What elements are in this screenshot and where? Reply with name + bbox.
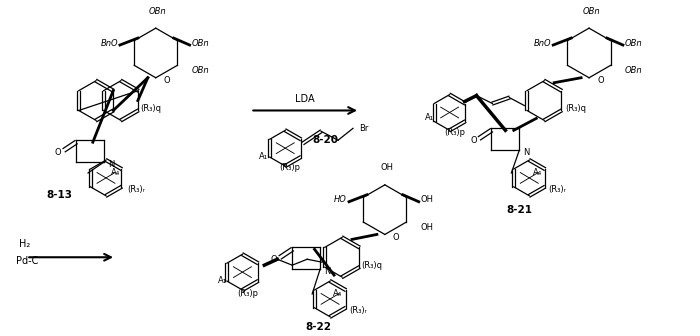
Text: O: O xyxy=(470,136,477,145)
Text: N: N xyxy=(524,148,530,157)
Text: O: O xyxy=(393,233,400,242)
Text: (R₃)q: (R₃)q xyxy=(566,104,587,113)
Text: OBn: OBn xyxy=(192,66,209,75)
Text: HO: HO xyxy=(334,195,347,204)
Text: O: O xyxy=(164,76,170,85)
Text: OBn: OBn xyxy=(149,7,167,16)
Text: 8-20: 8-20 xyxy=(312,135,338,145)
Text: O: O xyxy=(271,255,278,264)
Text: BnO: BnO xyxy=(533,39,551,47)
Text: Br: Br xyxy=(359,124,368,133)
Text: (R₃)p: (R₃)p xyxy=(237,289,258,298)
Text: OBn: OBn xyxy=(192,39,209,47)
Text: (R₃)p: (R₃)p xyxy=(444,128,465,137)
Text: A₄: A₄ xyxy=(111,168,120,177)
Text: OH: OH xyxy=(421,195,434,204)
Text: OBn: OBn xyxy=(625,39,643,47)
Text: O: O xyxy=(597,76,603,85)
Text: A₁: A₁ xyxy=(218,276,227,285)
Text: H₂: H₂ xyxy=(20,239,31,249)
Text: 8-13: 8-13 xyxy=(46,190,72,200)
Text: (R₃)p: (R₃)p xyxy=(280,164,301,172)
Text: A₄: A₄ xyxy=(333,289,343,298)
Text: OH: OH xyxy=(421,223,434,232)
Text: O: O xyxy=(55,148,62,157)
Text: N: N xyxy=(324,267,330,276)
Text: 8-22: 8-22 xyxy=(305,322,331,332)
Text: (R₃)q: (R₃)q xyxy=(140,104,161,113)
Text: OBn: OBn xyxy=(625,66,643,75)
Text: A₄: A₄ xyxy=(533,168,542,177)
Text: OH: OH xyxy=(380,164,393,172)
Text: A₁: A₁ xyxy=(425,113,434,122)
Text: 8-21: 8-21 xyxy=(506,205,532,215)
Text: (R₃)ᵣ: (R₃)ᵣ xyxy=(127,185,145,194)
Text: (R₃)ᵣ: (R₃)ᵣ xyxy=(349,306,367,315)
Text: A₁: A₁ xyxy=(259,152,268,161)
Text: (R₃)q: (R₃)q xyxy=(361,261,382,270)
Text: LDA: LDA xyxy=(295,94,315,103)
Text: BnO: BnO xyxy=(100,39,118,47)
Text: N: N xyxy=(108,160,114,169)
Text: (R₃)ᵣ: (R₃)ᵣ xyxy=(548,185,566,194)
Text: Pd-C: Pd-C xyxy=(16,256,38,266)
Text: OBn: OBn xyxy=(582,7,600,16)
